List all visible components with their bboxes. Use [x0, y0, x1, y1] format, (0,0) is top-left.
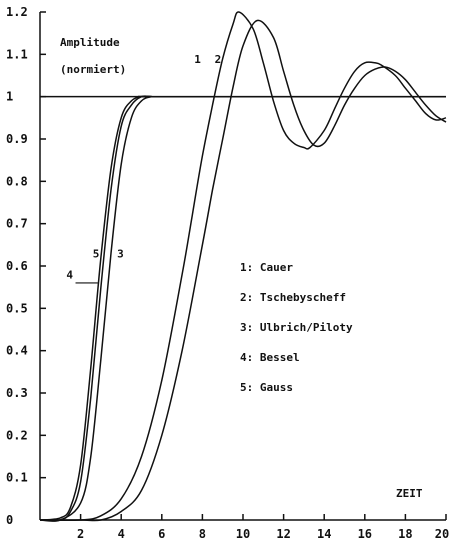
x-axis-title: ZEIT: [396, 487, 423, 500]
y-axis-subtitle: (normiert): [60, 63, 126, 76]
y-tick-label: 0: [6, 513, 13, 527]
legend-item-3: 3: Ulbrich/Piloty: [240, 321, 353, 334]
y-tick-label: 1.2: [6, 5, 28, 19]
y-ticks: 0 0.1 0.2 0.3 0.4 0.5 0.6 0.7 0.8 0.9 1 1.1 1.2: [6, 5, 46, 527]
x-tick-label: 2: [77, 527, 84, 541]
y-tick-label: 1: [6, 90, 13, 104]
x-tick-label: 6: [158, 527, 165, 541]
curve-5: [39, 95, 446, 522]
y-tick-label: 0.3: [6, 386, 28, 400]
y-tick-label: 0.5: [6, 301, 28, 315]
y-tick-label: 1.1: [6, 47, 28, 61]
curve-4: [39, 95, 446, 521]
x-tick-label: 10: [236, 527, 250, 541]
curve-label-3: 3: [117, 248, 124, 261]
legend-item-2: 2: Tschebyscheff: [240, 291, 346, 304]
y-tick-label: 0.9: [6, 132, 28, 146]
x-tick-label: 20: [435, 527, 449, 541]
y-axis-title: Amplitude: [60, 36, 120, 49]
y-tick-label: 0.1: [6, 471, 28, 485]
y-tick-label: 0.6: [6, 259, 28, 273]
curve-2: [40, 19, 447, 522]
curve-label-1: 1: [194, 53, 201, 66]
x-tick-label: 4: [118, 527, 125, 541]
curve-1: [39, 11, 447, 522]
curve-labels: 1 2 3 4 5: [66, 53, 222, 284]
curve-label-2: 2: [215, 53, 222, 66]
legend-item-4: 4: Bessel: [240, 351, 300, 364]
y-tick-label: 0.2: [6, 428, 28, 442]
x-tick-label: 8: [199, 527, 206, 541]
x-tick-label: 18: [398, 527, 412, 541]
x-tick-label: 12: [276, 527, 290, 541]
legend: 1: Cauer 2: Tschebyscheff 3: Ulbrich/Pil…: [240, 261, 353, 394]
curve-label-5: 5: [93, 248, 100, 261]
x-ticks: 2 4 6 8 10 12 14 16 18 20: [77, 514, 449, 541]
curve-3: [39, 95, 446, 522]
x-tick-label: 14: [317, 527, 331, 541]
legend-item-5: 5: Gauss: [240, 381, 293, 394]
legend-item-1: 1: Cauer: [240, 261, 293, 274]
y-tick-label: 0.4: [6, 344, 28, 358]
curves: [39, 11, 447, 522]
curve-label-4: 4: [66, 269, 73, 282]
x-tick-label: 16: [358, 527, 372, 541]
y-tick-label: 0.8: [6, 174, 28, 188]
y-tick-label: 0.7: [6, 217, 28, 231]
